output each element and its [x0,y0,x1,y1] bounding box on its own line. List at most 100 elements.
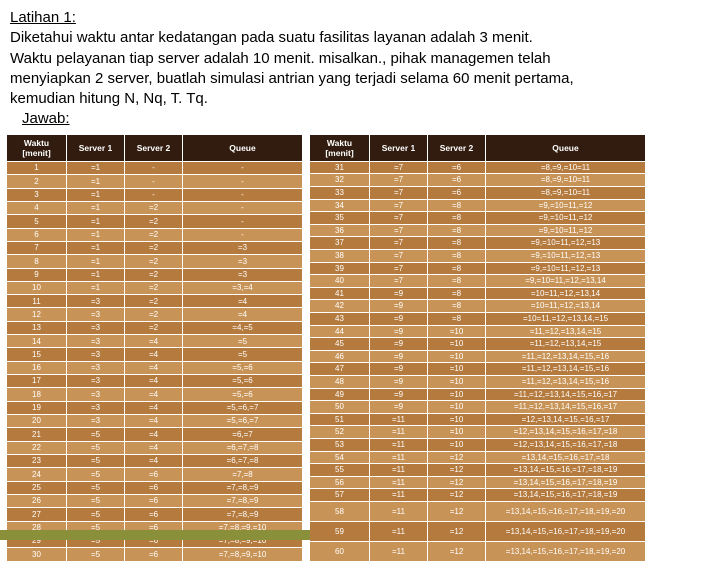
cell-waktu: 6 [7,228,67,241]
cell-waktu: 53 [310,438,370,451]
cell-waktu: 24 [7,468,67,481]
table-row: 39=7=8=9,=10=11,=12,=13 [310,262,646,275]
cell-server1: =11 [370,451,428,464]
cell-queue: =7,=8,=9 [183,481,303,494]
cell-waktu: 22 [7,441,67,454]
cell-waktu: 20 [7,415,67,428]
table-row: 18=3=4=5,=6 [7,388,303,401]
cell-server2: =2 [125,295,183,308]
cell-queue: =3,=4 [183,281,303,294]
table-row: 36=7=8=9,=10=11,=12 [310,224,646,237]
cell-waktu: 34 [310,199,370,212]
cell-server2: =6 [428,161,486,174]
cell-server1: =3 [67,308,125,321]
table-row: 44=9=10=11,=12,=13,14,=15 [310,325,646,338]
cell-server2: =8 [428,237,486,250]
cell-server1: =5 [67,508,125,521]
cell-waktu: 3 [7,188,67,201]
cell-server2: =10 [428,350,486,363]
cell-server2: =8 [428,275,486,288]
cell-queue: =3 [183,268,303,281]
table-row: 35=7=8=9,=10=11,=12 [310,212,646,225]
cell-waktu: 11 [7,295,67,308]
cell-server2: =10 [428,375,486,388]
cell-server2: =4 [125,388,183,401]
cell-server1: =3 [67,335,125,348]
problem-statement: Latihan 1: Diketahui waktu antar kedatan… [0,0,720,134]
cell-waktu: 38 [310,250,370,263]
line4: kemudian hitung N, Nq, T. Tq. [10,89,710,109]
cell-server1: =3 [67,348,125,361]
col-queue: Queue [486,134,646,161]
cell-server2: =4 [125,335,183,348]
cell-server2: =10 [428,426,486,439]
cell-server2: - [125,175,183,188]
cell-server1: =1 [67,281,125,294]
cell-server1: =5 [67,495,125,508]
cell-server1: =1 [67,215,125,228]
table-row: 33=7=6=8,=9,=10=11 [310,187,646,200]
cell-server1: =9 [370,287,428,300]
cell-server2: - [125,161,183,174]
cell-waktu: 56 [310,476,370,489]
cell-server2: =4 [125,441,183,454]
cell-server2: - [125,188,183,201]
cell-server2: =8 [428,300,486,313]
cell-waktu: 47 [310,363,370,376]
table-row: 1=1-- [7,161,303,174]
cell-server2: =12 [428,541,486,561]
cell-server1: =7 [370,262,428,275]
cell-waktu: 9 [7,268,67,281]
col-server2: Server 2 [125,134,183,161]
table-row: 60=11=12=13,14,=15,=16,=17,=18,=19,=20 [310,541,646,561]
col-waktu: Waktu [menit] [7,134,67,161]
cell-queue: =5,=6,=7 [183,415,303,428]
table-row: 27=5=6=7,=8,=9 [7,508,303,521]
table-row: 22=5=4=6,=7,=8 [7,441,303,454]
cell-server1: =11 [370,464,428,477]
cell-waktu: 15 [7,348,67,361]
cell-server1: =3 [67,295,125,308]
cell-server1: =1 [67,201,125,214]
cell-server1: =1 [67,268,125,281]
cell-server2: =10 [428,413,486,426]
table-header-row: Waktu [menit] Server 1 Server 2 Queue [310,134,646,161]
cell-queue: =7,=8,=9 [183,508,303,521]
cell-server2: =6 [125,495,183,508]
table-row: 50=9=10=11,=12,=13,14,=15,=16,=17 [310,401,646,414]
cell-server2: =10 [428,388,486,401]
cell-queue: =9,=10=11,=12,=13 [486,250,646,263]
table-row: 12=3=2=4 [7,308,303,321]
cell-server1: =9 [370,338,428,351]
table-row: 17=3=4=5,=6 [7,375,303,388]
cell-waktu: 26 [7,495,67,508]
table-row: 43=9=8=10=11,=12,=13,14,=15 [310,313,646,326]
table-row: 11=3=2=4 [7,295,303,308]
cell-queue: =10=11,=12,=13,14 [486,287,646,300]
cell-waktu: 13 [7,321,67,334]
cell-server2: =8 [428,224,486,237]
cell-queue: =11,=12,=13,14,=15,=16 [486,363,646,376]
table-row: 13=3=2=4,=5 [7,321,303,334]
table-row: 8=1=2=3 [7,255,303,268]
cell-server1: =7 [370,199,428,212]
table-row: 23=5=4=6,=7,=8 [7,455,303,468]
table-header-row: Waktu [menit] Server 1 Server 2 Queue [7,134,303,161]
cell-waktu: 52 [310,426,370,439]
table-row: 42=9=8=10=11,=12,=13,14 [310,300,646,313]
answer-label: Jawab: [22,109,710,129]
cell-server2: =12 [428,476,486,489]
cell-server2: =4 [125,428,183,441]
cell-waktu: 19 [7,401,67,414]
cell-server1: =11 [370,501,428,521]
cell-server2: =10 [428,363,486,376]
cell-waktu: 7 [7,241,67,254]
cell-server2: =4 [125,401,183,414]
cell-waktu: 60 [310,541,370,561]
cell-waktu: 39 [310,262,370,275]
cell-server2: =6 [125,481,183,494]
cell-waktu: 37 [310,237,370,250]
cell-queue: =9,=10=11,=12 [486,199,646,212]
cell-server1: =7 [370,237,428,250]
cell-server1: =5 [67,441,125,454]
